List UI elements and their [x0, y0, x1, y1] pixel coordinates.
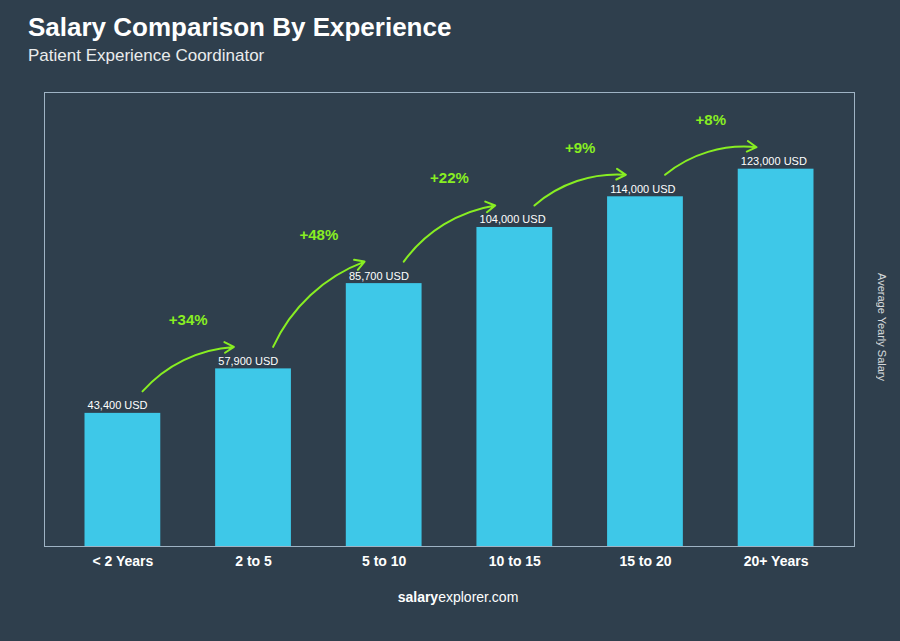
html-text:Average Yearly Salary: Average Yearly Salary [876, 273, 888, 381]
svg-text:2 to 5: 2 to 5 [235, 553, 272, 569]
svg-text:20+ Years: 20+ Years [744, 553, 809, 569]
svg-text:+8%: +8% [696, 111, 726, 128]
svg-text:+34%: +34% [169, 311, 208, 328]
html-text:Salary Comparison By Experienc: Salary Comparison By Experience [28, 12, 452, 42]
svg-text:< 2 Years: < 2 Years [92, 553, 153, 569]
svg-text:85,700 USD: 85,700 USD [349, 270, 409, 282]
svg-text:5 to 10: 5 to 10 [362, 553, 407, 569]
svg-text:43,400 USD: 43,400 USD [88, 399, 148, 411]
svg-text:+9%: +9% [565, 139, 595, 156]
html-text:salary explorer.com: salary explorer.com [397, 589, 519, 605]
svg-text:104,000 USD: 104,000 USD [480, 213, 546, 225]
svg-text:+48%: +48% [299, 226, 338, 243]
svg-text:+22%: +22% [430, 169, 469, 186]
svg-text:15 to 20: 15 to 20 [619, 553, 671, 569]
svg-text:10 to 15: 10 to 15 [489, 553, 541, 569]
html-text:Patient Experience Coordinator: Patient Experience Coordinator [28, 46, 265, 65]
svg-text:114,000 USD: 114,000 USD [610, 183, 675, 195]
svg-text:57,900 USD: 57,900 USD [218, 355, 278, 367]
svg-text:123,000 USD: 123,000 USD [741, 155, 807, 167]
